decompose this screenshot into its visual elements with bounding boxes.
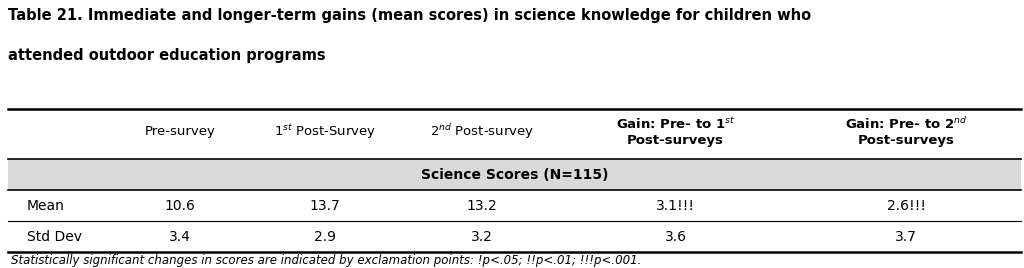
- Text: 3.6: 3.6: [665, 229, 686, 244]
- Text: 13.7: 13.7: [309, 199, 340, 213]
- Text: 10.6: 10.6: [165, 199, 196, 213]
- Text: Std Dev: Std Dev: [27, 229, 82, 244]
- Text: Science Scores (N=115): Science Scores (N=115): [421, 168, 608, 182]
- Text: Statistically significant changes in scores are indicated by exclamation points:: Statistically significant changes in sco…: [11, 254, 642, 267]
- Text: Gain: Pre- to 1$^{st}$
Post-surveys: Gain: Pre- to 1$^{st}$ Post-surveys: [616, 116, 735, 147]
- Text: 3.1!!!: 3.1!!!: [656, 199, 695, 213]
- Text: 3.4: 3.4: [169, 229, 191, 244]
- Text: 2.9: 2.9: [313, 229, 336, 244]
- Text: Table 21. Immediate and longer-term gains (mean scores) in science knowledge for: Table 21. Immediate and longer-term gain…: [8, 8, 811, 23]
- Text: Mean: Mean: [27, 199, 65, 213]
- Text: 1$^{st}$ Post-Survey: 1$^{st}$ Post-Survey: [273, 122, 376, 141]
- Text: 2$^{nd}$ Post-survey: 2$^{nd}$ Post-survey: [430, 122, 534, 141]
- Text: 13.2: 13.2: [466, 199, 497, 213]
- Text: Gain: Pre- to 2$^{nd}$
Post-surveys: Gain: Pre- to 2$^{nd}$ Post-surveys: [845, 116, 967, 147]
- Text: 3.2: 3.2: [471, 229, 493, 244]
- Text: 2.6!!!: 2.6!!!: [887, 199, 926, 213]
- Text: Pre-survey: Pre-survey: [145, 125, 216, 138]
- Text: 3.7: 3.7: [895, 229, 916, 244]
- Text: attended outdoor education programs: attended outdoor education programs: [8, 48, 326, 63]
- Bar: [8, 159, 1021, 190]
